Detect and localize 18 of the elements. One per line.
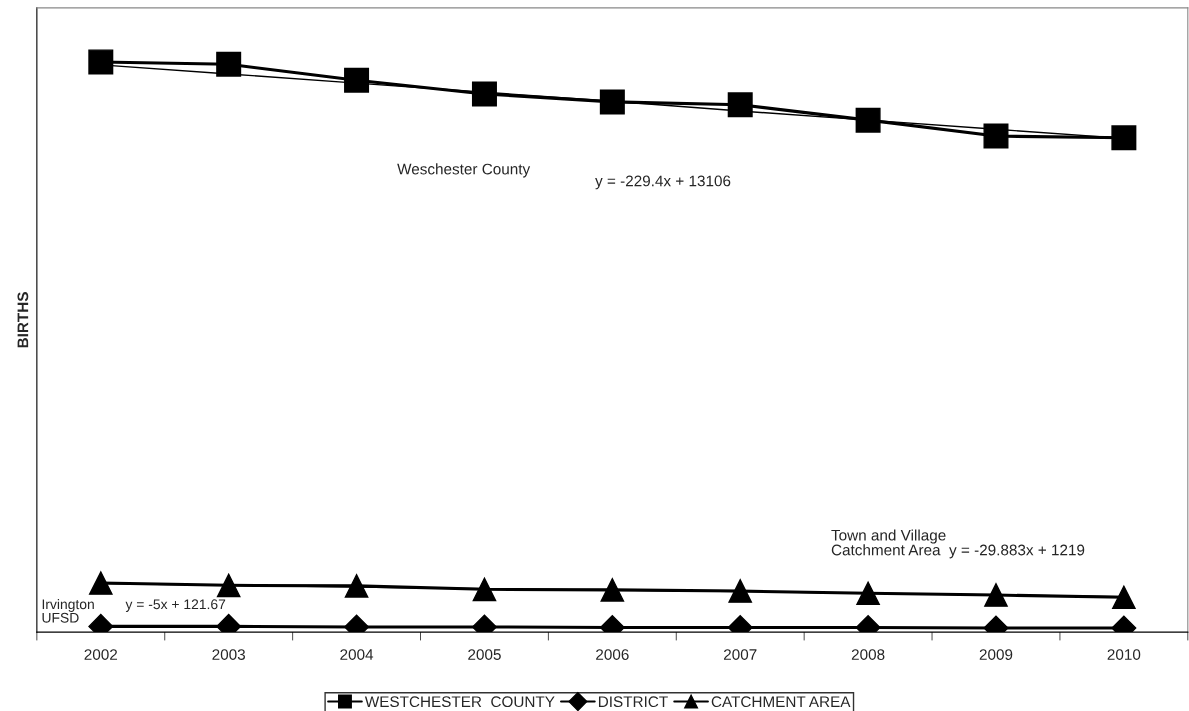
annotation: y = -5x + 121.67: [125, 599, 226, 612]
x-tick-label: 2003: [212, 649, 246, 660]
y-axis-title: BIRTHS: [17, 292, 29, 348]
legend-label: WESTCHESTER COUNTY: [364, 696, 555, 708]
x-tick-label: 2006: [596, 649, 629, 660]
x-tick-label: 2009: [979, 649, 1013, 660]
x-tick-label: 2007: [724, 649, 757, 660]
x-tick-label: 2005: [468, 649, 501, 660]
legend-label: DISTRICT: [598, 696, 668, 708]
legend-label: CATCHMENT AREA: [711, 696, 851, 708]
annotation: y = -229.4x + 13106: [595, 175, 731, 190]
x-tick-label: 2008: [851, 649, 885, 660]
annotation: Weschester County: [397, 163, 531, 178]
annotation: Irvington UFSD: [42, 598, 94, 623]
x-tick-label: 2010: [1107, 649, 1141, 660]
x-tick-label: 2004: [340, 649, 374, 660]
x-tick-label: 2002: [84, 649, 118, 660]
annotation: Town and Village Catchment Area y = -29.883x + 1219: [831, 529, 1085, 559]
